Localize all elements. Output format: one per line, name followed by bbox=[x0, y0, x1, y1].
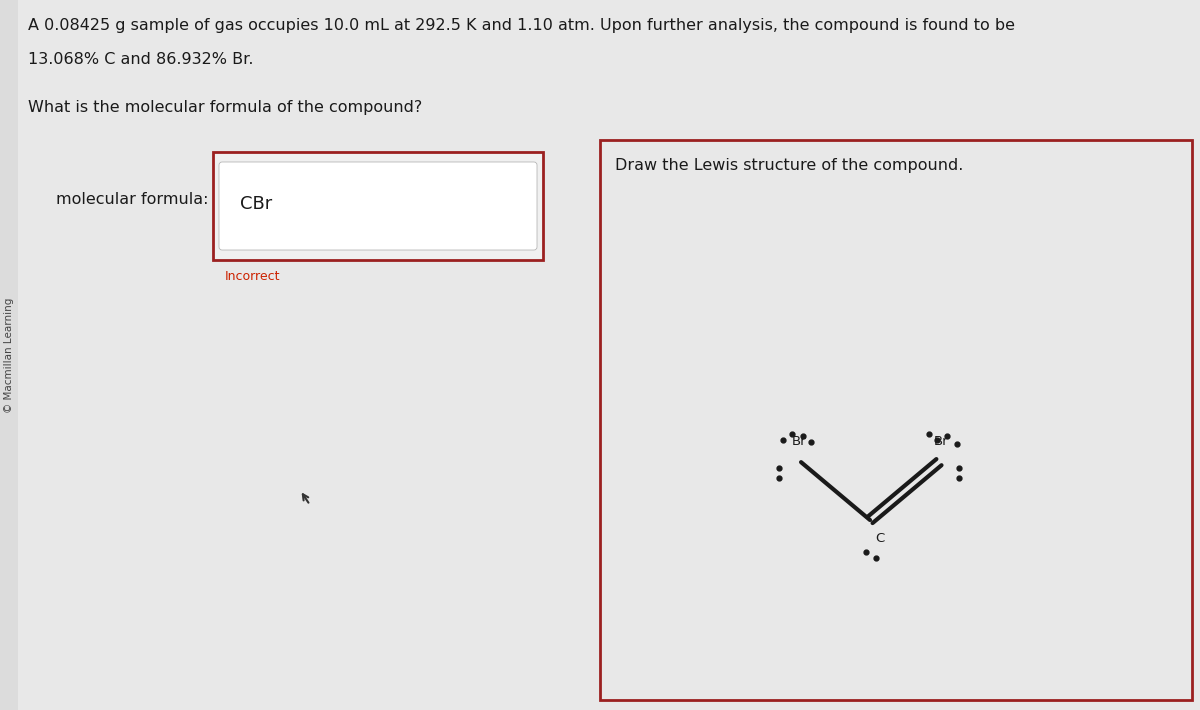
Text: Incorrect: Incorrect bbox=[226, 270, 281, 283]
Bar bbox=[600, 140, 1192, 700]
Text: CBr: CBr bbox=[240, 195, 272, 213]
Text: A 0.08425 g sample of gas occupies 10.0 mL at 292.5 K and 1.10 atm. Upon further: A 0.08425 g sample of gas occupies 10.0 … bbox=[28, 18, 1015, 33]
Text: molecular formula:: molecular formula: bbox=[55, 192, 208, 207]
Bar bbox=[0, 0, 18, 710]
FancyBboxPatch shape bbox=[220, 162, 538, 250]
Text: C: C bbox=[875, 532, 884, 545]
Bar bbox=[214, 152, 542, 260]
Text: Draw the Lewis structure of the compound.: Draw the Lewis structure of the compound… bbox=[616, 158, 964, 173]
Text: 13.068% C and 86.932% Br.: 13.068% C and 86.932% Br. bbox=[28, 52, 253, 67]
Text: Br: Br bbox=[934, 435, 948, 448]
Text: © Macmillan Learning: © Macmillan Learning bbox=[4, 297, 14, 413]
Text: What is the molecular formula of the compound?: What is the molecular formula of the com… bbox=[28, 100, 422, 115]
Text: Br: Br bbox=[792, 435, 806, 448]
